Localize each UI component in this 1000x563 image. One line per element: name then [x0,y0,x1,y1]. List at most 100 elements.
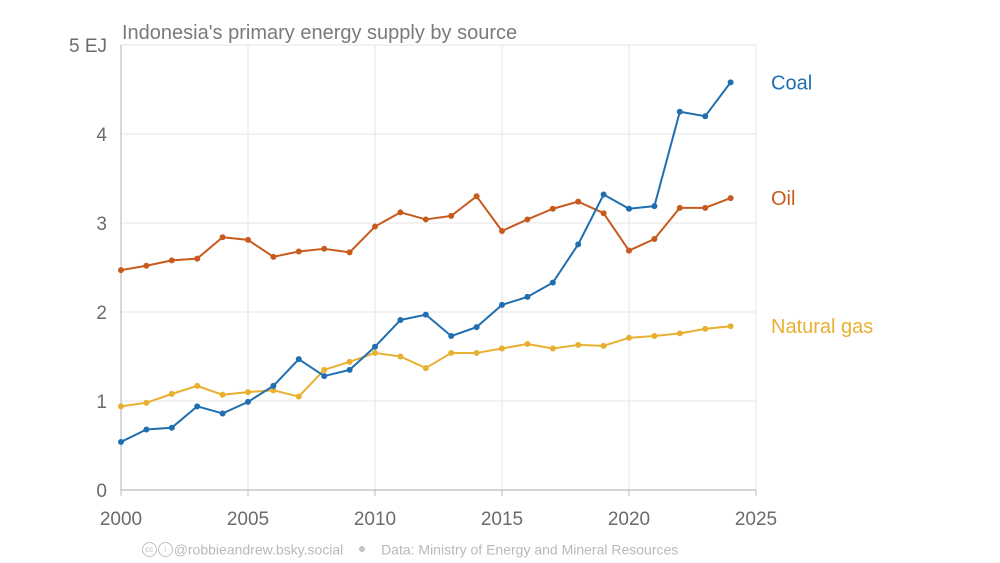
coal-data-point [321,373,328,380]
natural-gas-data-point [524,341,531,348]
natural-gas-data-point [397,353,404,360]
natural-gas-data-point [270,387,277,394]
oil-data-point [168,257,175,264]
natural-gas-data-point [549,345,556,352]
coal-data-point [245,398,251,405]
coal-data-point [524,293,531,300]
oil-data-point [270,253,277,260]
y-tick-label: 5 EJ [69,36,107,57]
natural-gas-data-point [448,349,455,356]
oil-data-point [651,236,658,243]
y-tick-label: 0 [96,481,107,502]
natural-gas-data-point [676,330,683,337]
oil-data-point [676,204,683,211]
natural-gas-data-point [219,391,226,398]
x-tick-label: 2005 [227,509,269,530]
coal-data-point [727,79,734,86]
oil-data-point [473,193,480,200]
oil-data-point [422,216,429,223]
y-tick-label: 2 [96,303,107,324]
natural-gas-data-point [194,382,201,389]
axes: 0 1 2 3 4 5 EJ 2000 2005 2010 2015 2020 2025 [69,36,777,530]
x-tick-label: 2015 [481,509,523,530]
grid-lines [121,44,757,490]
natural-gas-data-point [600,342,607,349]
separator-dot [359,546,366,553]
oil-data-point [448,212,455,219]
coal-data-point [499,301,505,308]
y-tick-label: 3 [96,214,107,235]
oil-data-point [600,210,607,217]
x-tick-label: 2010 [354,509,396,530]
coal-data-point [372,343,378,350]
natural-gas-data-point [727,323,734,330]
oil-data-point [219,234,226,241]
oil-data-point [372,223,378,230]
coal-data-point [676,108,683,115]
coal-data-point [270,382,277,389]
oil-data-point [295,248,302,255]
oil-data-point [397,209,404,216]
natural-gas-data-point [168,390,175,397]
coal-data-point [600,191,607,198]
oil-data-point [727,195,734,202]
coal-data-point [448,333,455,340]
series-lines [118,79,734,445]
coal-data-point [702,113,709,120]
oil-data-point [143,262,150,269]
oil-data-point [524,216,531,223]
oil-data-point [549,205,556,212]
x-tick-label: 2020 [608,509,650,530]
oil-data-point [346,249,353,256]
coal-data-point [118,438,124,445]
oil-data-point [575,198,582,205]
oil-data-point [321,245,328,252]
coal-data-point [219,410,226,417]
oil-data-point [245,236,251,243]
coal-data-point [143,426,150,433]
natural-gas-data-point [473,349,480,356]
coal-data-point [651,203,658,210]
natural-gas-data-point [422,365,429,372]
coal-data-point [397,317,404,324]
author-handle: @robbieandrew.bsky.social [173,541,344,558]
chart-title: Indonesia's primary energy supply by sou… [122,22,517,44]
natural-gas-data-point [118,403,124,410]
natural-gas-data-point [372,349,378,356]
cc-by-icon: i [157,541,173,557]
cc-license-icon: cc [141,541,157,557]
coal-data-point [626,205,632,212]
y-tick-label: 1 [96,392,107,413]
natural-gas-data-point [702,325,709,332]
natural-gas-data-point [626,334,632,341]
coal-series-label: Coal [771,72,812,94]
natural-gas-data-point [321,366,328,373]
natural-gas-data-point [499,345,505,352]
oil-series-label: Oil [771,188,795,210]
coal-data-point [194,403,201,410]
natural-gas-series-label: Natural gas [771,316,873,338]
coal-data-point [473,324,480,331]
x-tick-label: 2025 [735,509,777,530]
coal-data-point [346,366,353,373]
oil-data-point [499,228,505,235]
natural-gas-data-point [143,399,150,406]
data-source: Data: Ministry of Energy and Mineral Res… [381,541,679,558]
oil-data-point [118,267,124,274]
coal-data-point [422,311,429,318]
y-tick-label: 4 [96,125,107,146]
coal-data-point [575,241,582,248]
oil-data-point [702,204,709,211]
coal-data-point [295,356,302,363]
coal-data-point [549,279,556,286]
natural-gas-data-point [245,389,251,396]
natural-gas-data-point [575,341,582,348]
natural-gas-data-point [295,393,302,400]
natural-gas-data-point [651,333,658,340]
natural-gas-data-point [346,358,353,365]
series-labels: Coal Oil Natural gas [771,72,873,338]
footer: cc i @robbieandrew.bsky.social Data: Minis… [0,540,820,557]
oil-data-point [194,255,201,262]
oil-data-point [626,247,632,254]
